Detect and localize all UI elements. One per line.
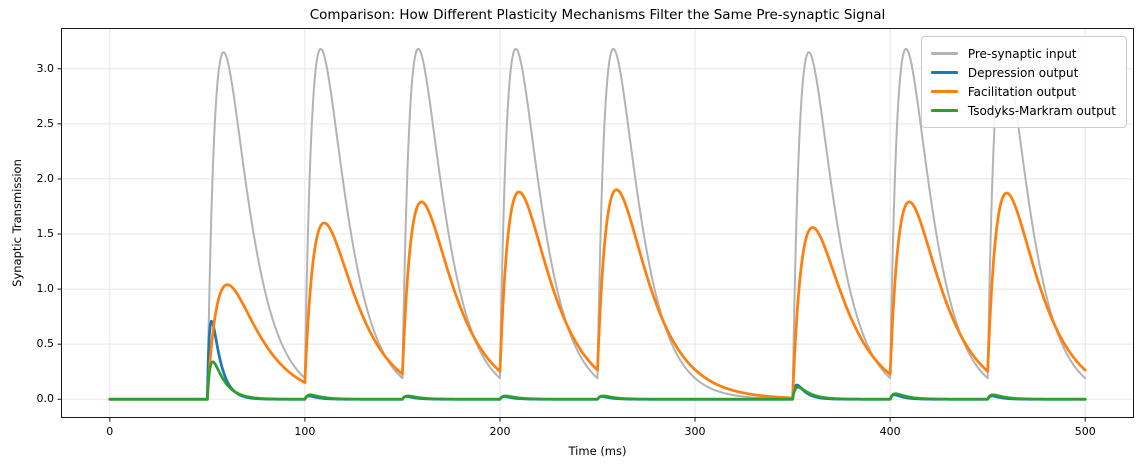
x-tick-label: 500 <box>1074 425 1096 438</box>
x-tick-label: 200 <box>489 425 511 438</box>
series-line-tsodyks-markram-output <box>108 360 1087 401</box>
y-tick-label: 2.0 <box>36 171 55 185</box>
y-tick-label: 0.0 <box>36 392 55 406</box>
y-tick-label: 3.0 <box>36 61 55 75</box>
legend-line-swatch <box>930 52 958 55</box>
legend-label: Pre-synaptic input <box>967 46 1077 61</box>
y-tick-label: 0.5 <box>36 337 55 351</box>
x-tick-label: 300 <box>684 425 706 438</box>
legend-label: Tsodyks-Markram output <box>967 103 1116 118</box>
legend-item: Pre-synaptic input <box>930 44 1116 63</box>
x-tick-label: 100 <box>294 425 316 438</box>
chart-title: Comparison: How Different Plasticity Mec… <box>309 7 886 23</box>
legend-item: Depression output <box>930 63 1116 82</box>
y-tick-label: 1.5 <box>36 227 55 241</box>
series-line-pre-synaptic-input <box>108 47 1087 401</box>
legend-line-swatch <box>930 109 958 112</box>
axes-spines <box>61 28 1134 418</box>
x-axis-label: Time (ms) <box>568 444 627 458</box>
y-tick-label: 1.0 <box>36 282 55 296</box>
legend-line-swatch <box>930 90 958 93</box>
legend-item: Facilitation output <box>930 82 1116 101</box>
series-line-facilitation-output <box>108 188 1087 401</box>
x-tick-label: 0 <box>106 425 114 438</box>
legend-label: Depression output <box>967 65 1079 80</box>
legend-item: Tsodyks-Markram output <box>930 101 1116 120</box>
legend-label: Facilitation output <box>967 84 1077 99</box>
y-tick-label: 2.5 <box>36 116 55 130</box>
legend-line-swatch <box>930 71 958 74</box>
x-tick-label: 400 <box>879 425 901 438</box>
legend: Pre-synaptic input Depression output Facil… <box>920 36 1127 128</box>
